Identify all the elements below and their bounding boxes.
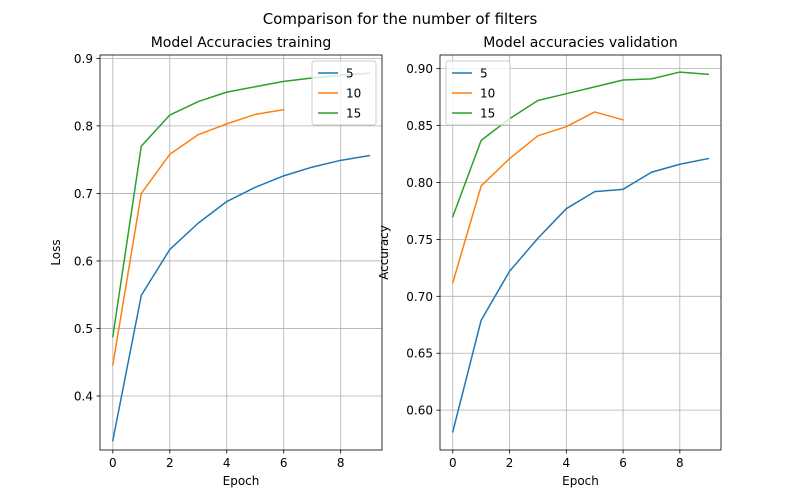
x-tick-label: 2 (166, 456, 174, 470)
y-tick-label: 0.9 (74, 52, 93, 66)
y-tick-label: 0.80 (406, 176, 433, 190)
x-tick-label: 4 (223, 456, 231, 470)
x-tick-label: 2 (506, 456, 514, 470)
validation-series-15-line (451, 71, 710, 218)
y-tick-label: 0.5 (74, 322, 93, 336)
x-tick-label: 0 (449, 456, 457, 470)
legend-entry-5: 5 (480, 67, 488, 81)
y-tick-label: 0.4 (74, 389, 93, 403)
y-tick-label: 0.8 (74, 119, 93, 133)
validation-x-axis-label: Epoch (562, 474, 599, 488)
x-tick-label: 4 (562, 456, 570, 470)
y-tick-label: 0.85 (406, 119, 433, 133)
legend-frame (311, 60, 377, 126)
validation-chart: 0 2 4 6 8 0.60 0.65 0.70 0.75 0.80 0.85 0.90 Model a… (377, 35, 722, 488)
legend-entry-10: 10 (480, 87, 495, 101)
training-series-5-line (111, 154, 371, 442)
training-y-axis-label: Loss (49, 239, 63, 265)
figure-suptitle: Comparison for the number of filters (263, 10, 538, 28)
training-chart-title: Model Accuracies training (151, 35, 332, 51)
y-tick-label: 0.6 (74, 254, 93, 268)
validation-legend: 5 10 15 (445, 60, 511, 126)
training-grid (100, 55, 382, 450)
validation-grid (440, 55, 721, 450)
y-tick-label: 0.70 (406, 290, 433, 304)
legend-entry-10: 10 (346, 87, 361, 101)
training-axes-frame (99, 54, 383, 451)
validation-series-10-line (451, 111, 625, 284)
y-tick-label: 0.7 (74, 187, 93, 201)
training-x-axis-label: Epoch (223, 474, 260, 488)
x-tick-label: 0 (109, 456, 117, 470)
validation-series-5-line (451, 157, 710, 433)
validation-axes-frame (439, 54, 722, 451)
legend-frame (445, 60, 511, 126)
y-tick-label: 0.60 (406, 404, 433, 418)
x-tick-label: 8 (676, 456, 684, 470)
validation-y-axis-label: Accuracy (377, 225, 391, 280)
y-tick-label: 0.65 (406, 347, 433, 361)
legend-entry-5: 5 (346, 67, 354, 81)
legend-entry-15: 15 (480, 107, 495, 121)
y-tick-label: 0.75 (406, 233, 433, 247)
x-tick-label: 6 (280, 456, 288, 470)
training-series-10-line (111, 108, 285, 366)
validation-chart-title: Model accuracies validation (483, 35, 678, 51)
y-tick-label: 0.90 (406, 62, 433, 76)
x-tick-label: 6 (619, 456, 627, 470)
x-tick-label: 8 (337, 456, 345, 470)
legend-entry-15: 15 (346, 107, 361, 121)
training-legend: 5 10 15 (311, 60, 377, 126)
training-chart: 0 2 4 6 8 0.4 0.5 0.6 0.7 0.8 0.9 Model Accuracies … (49, 35, 383, 488)
